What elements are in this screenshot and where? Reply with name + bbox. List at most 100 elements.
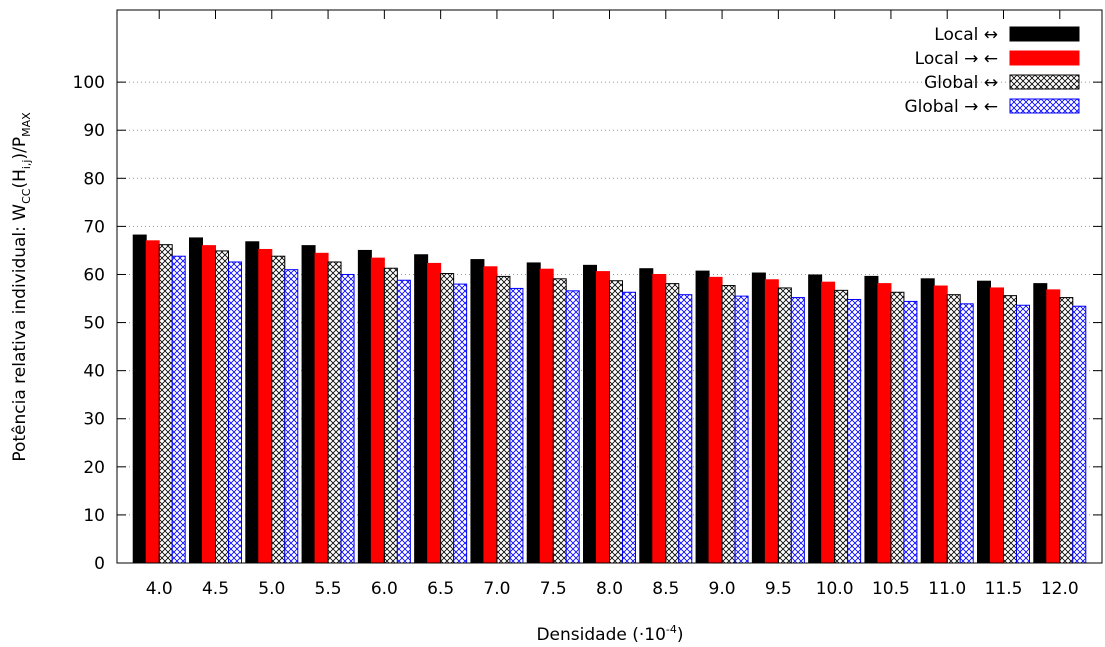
x-tick-label: 7.5 (540, 579, 567, 599)
bar (583, 264, 597, 564)
legend: Local ↔ Local → ← Global ↔ Global → ← (904, 25, 1080, 117)
bar (526, 262, 541, 564)
y-tick-label: 100 (73, 73, 105, 93)
bar (596, 271, 610, 564)
bar (1059, 297, 1074, 564)
bar (565, 290, 580, 564)
x-tick-label: 10.5 (872, 579, 910, 599)
bar (1003, 295, 1017, 564)
axis-ticks: 0 10 20 30 40 50 60 70 80 90 100 4.0 4.5 5.0 5.5 6.0 6.5… (73, 10, 1102, 599)
y-axis-label: Potência relativa individual: WCC(Hi,j)/… (10, 112, 33, 462)
legend-swatch (1009, 98, 1080, 114)
x-tick-label: 9.5 (765, 579, 792, 599)
bar (764, 279, 779, 564)
bar (721, 285, 736, 564)
x-tick-label: 4.0 (146, 579, 173, 599)
bar (933, 285, 948, 564)
bar (539, 268, 554, 564)
bar (370, 257, 385, 564)
bar (864, 275, 879, 564)
bar (284, 269, 299, 564)
legend-swatch (1009, 50, 1080, 66)
bar (271, 255, 286, 564)
bar (509, 287, 524, 564)
legend-swatch (1009, 74, 1080, 90)
x-tick-label: 12.0 (1041, 579, 1079, 599)
bar (652, 273, 667, 564)
bar (821, 281, 836, 564)
bar (258, 248, 273, 564)
bar (639, 268, 654, 564)
y-tick-label: 40 (83, 362, 105, 382)
bar (609, 280, 623, 564)
x-tick-label: 6.5 (427, 579, 454, 599)
bar (946, 294, 961, 564)
bar (1046, 289, 1061, 564)
bar (695, 270, 710, 564)
legend-label: Global → ← (904, 97, 998, 117)
x-tick-label: 11.0 (928, 579, 966, 599)
bar (453, 283, 468, 564)
bar (357, 249, 372, 564)
plot-frame (116, 9, 1103, 564)
bar (301, 245, 316, 564)
x-tick-label: 10.0 (816, 579, 854, 599)
y-tick-label: 20 (83, 458, 105, 478)
bar (414, 254, 429, 564)
bar (215, 250, 229, 564)
bar (483, 266, 498, 564)
bar (665, 283, 680, 564)
y-tick-label: 80 (83, 169, 105, 189)
bar (877, 283, 892, 564)
y-tick-label: 60 (83, 265, 105, 285)
x-tick-label: 11.5 (985, 579, 1023, 599)
bar (903, 300, 918, 564)
bar (890, 291, 905, 564)
y-tick-label: 70 (83, 217, 105, 237)
legend-label: Global ↔ (924, 73, 998, 93)
bars (132, 234, 1087, 564)
x-tick-label: 8.5 (652, 579, 679, 599)
bar (847, 298, 862, 564)
bar (189, 237, 203, 564)
bar (427, 262, 442, 564)
bar (920, 278, 935, 564)
bar (202, 245, 216, 564)
bar (678, 294, 693, 564)
y-tick-label: 30 (83, 410, 105, 430)
legend-swatch (1009, 26, 1080, 42)
bar (734, 295, 749, 564)
bar (383, 267, 398, 564)
legend-label: Local → ← (915, 49, 998, 69)
x-tick-label: 9.0 (709, 579, 736, 599)
bar (470, 259, 485, 564)
x-tick-label: 7.0 (483, 579, 510, 599)
x-tick-label: 5.5 (315, 579, 342, 599)
bar (777, 287, 792, 564)
y-tick-label: 0 (94, 554, 105, 574)
bar (959, 303, 974, 564)
x-tick-label: 8.0 (596, 579, 623, 599)
x-axis-label: Densidade (·10-4) (536, 623, 683, 645)
bar (1072, 305, 1087, 564)
bar (327, 261, 342, 564)
bar (396, 279, 411, 564)
bar (990, 287, 1004, 564)
bar (158, 244, 173, 564)
bar (834, 289, 849, 564)
bar (552, 278, 567, 564)
bar (808, 274, 823, 564)
bar (440, 273, 455, 564)
x-tick-label: 5.0 (258, 579, 285, 599)
bar (622, 291, 636, 564)
bar (228, 261, 242, 564)
bar (245, 241, 260, 564)
x-tick-label: 4.5 (202, 579, 229, 599)
bar (977, 280, 991, 564)
bar (790, 297, 805, 564)
bar (314, 252, 329, 564)
bar (145, 240, 160, 564)
bar (1033, 283, 1048, 564)
x-tick-label: 6.0 (371, 579, 398, 599)
